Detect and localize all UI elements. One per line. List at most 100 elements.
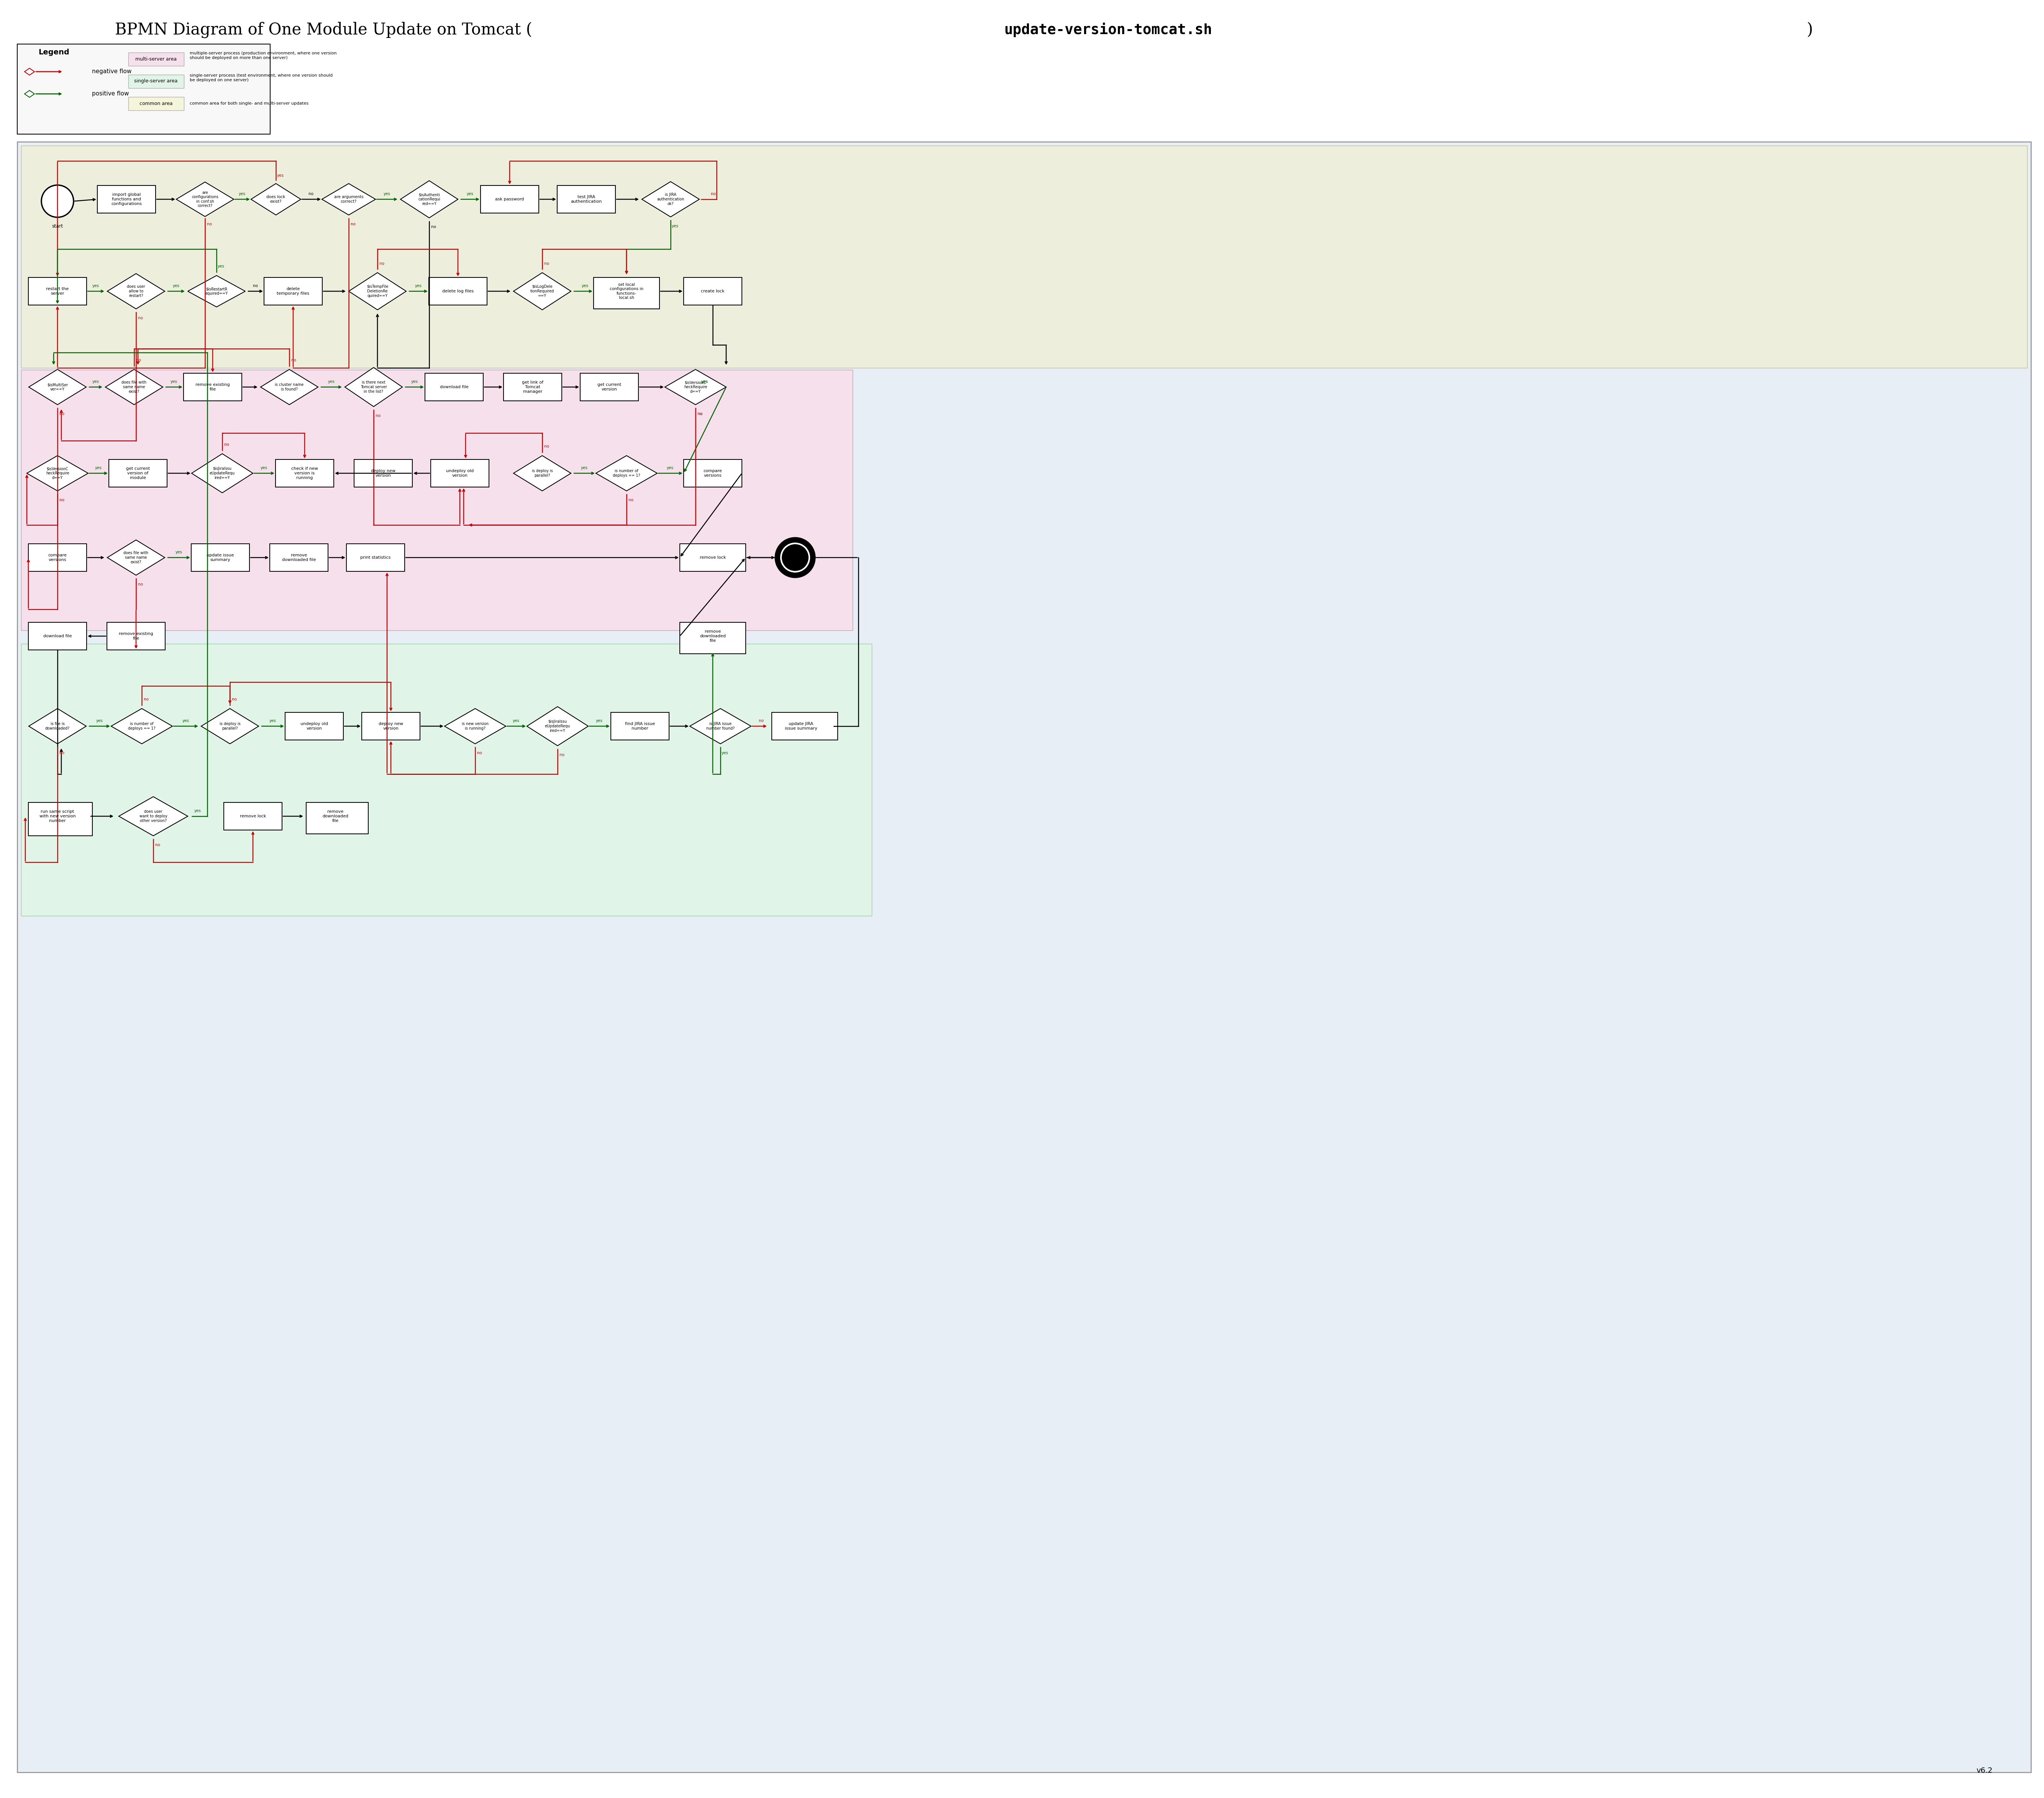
Text: undeploy old
version: undeploy old version xyxy=(300,723,329,730)
Text: no: no xyxy=(380,263,384,266)
Text: find JIRA issue
number: find JIRA issue number xyxy=(625,723,654,730)
Polygon shape xyxy=(200,708,260,744)
Text: does lock
exist?: does lock exist? xyxy=(266,196,286,203)
Text: negative flow: negative flow xyxy=(92,68,131,74)
Circle shape xyxy=(781,543,809,572)
Text: yes: yes xyxy=(96,719,102,723)
Text: is deploy is
parallel?: is deploy is parallel? xyxy=(531,469,552,478)
Text: no: no xyxy=(544,444,550,448)
Polygon shape xyxy=(401,180,458,218)
Text: yes: yes xyxy=(580,466,589,469)
Bar xyxy=(106,622,166,649)
Text: run same script
with new version
number: run same script with new version number xyxy=(39,809,76,823)
Bar xyxy=(580,374,638,401)
Polygon shape xyxy=(260,369,319,405)
Polygon shape xyxy=(350,273,407,309)
Bar xyxy=(681,543,746,572)
Text: no: no xyxy=(143,698,149,701)
Text: compare
versions: compare versions xyxy=(49,554,67,561)
Text: is deploy is
parallel?: is deploy is parallel? xyxy=(219,723,241,730)
Circle shape xyxy=(785,547,805,568)
Text: remove lock: remove lock xyxy=(699,556,726,559)
Text: no: no xyxy=(225,442,229,446)
Text: deploy new
version: deploy new version xyxy=(370,469,394,478)
Text: yes: yes xyxy=(194,809,200,813)
Text: get link of
Tomcat
manager: get link of Tomcat manager xyxy=(521,381,544,394)
Text: $isMultiSer
ver==Y: $isMultiSer ver==Y xyxy=(47,383,67,392)
Text: is JIRA
authentication
ok?: is JIRA authentication ok? xyxy=(656,192,685,205)
Polygon shape xyxy=(597,455,658,491)
Text: remove
downloaded
file: remove downloaded file xyxy=(323,809,347,823)
Bar xyxy=(98,185,155,212)
Polygon shape xyxy=(642,182,699,218)
Text: update-version-tomcat.sh: update-version-tomcat.sh xyxy=(1004,23,1212,38)
Bar xyxy=(773,712,838,741)
Text: $isJiraIssu
eUpdateRequ
ired==Y: $isJiraIssu eUpdateRequ ired==Y xyxy=(546,719,570,732)
Text: ask password: ask password xyxy=(495,198,523,201)
Text: delete log files: delete log files xyxy=(442,289,474,293)
Text: import global
functions and
configurations: import global functions and configuratio… xyxy=(110,192,141,205)
Text: yes: yes xyxy=(722,752,728,755)
Bar xyxy=(29,802,92,836)
Text: single-server process (test environment, where one version should
be deployed on: single-server process (test environment,… xyxy=(190,74,333,83)
Polygon shape xyxy=(513,273,570,309)
Text: deploy new
version: deploy new version xyxy=(378,723,403,730)
Polygon shape xyxy=(27,455,88,491)
Bar xyxy=(20,370,852,631)
Text: yes: yes xyxy=(701,379,707,383)
Text: no: no xyxy=(544,263,550,266)
Text: yes: yes xyxy=(92,284,100,288)
Bar xyxy=(503,374,562,401)
Bar xyxy=(270,543,327,572)
Text: no: no xyxy=(139,316,143,320)
Text: yes: yes xyxy=(513,719,519,723)
Text: positive flow: positive flow xyxy=(92,92,129,97)
Bar xyxy=(345,543,405,572)
Text: $isJiraIssu
eUpdateRequ
ired==Y: $isJiraIssu eUpdateRequ ired==Y xyxy=(211,467,235,480)
Text: print statistics: print statistics xyxy=(360,556,390,559)
Polygon shape xyxy=(345,367,403,406)
Text: $isLogDele
tionRequired
==Y: $isLogDele tionRequired ==Y xyxy=(529,284,554,298)
Text: no: no xyxy=(431,225,435,228)
Text: yes: yes xyxy=(384,192,390,196)
Text: remove
downloaded file: remove downloaded file xyxy=(282,554,317,561)
Text: yes: yes xyxy=(415,284,421,288)
Text: remove existing
file: remove existing file xyxy=(196,383,229,392)
Bar xyxy=(16,45,270,135)
Text: no: no xyxy=(59,752,65,755)
Polygon shape xyxy=(119,797,188,836)
Polygon shape xyxy=(192,453,253,493)
Polygon shape xyxy=(106,369,164,405)
Text: no: no xyxy=(758,719,764,723)
Bar xyxy=(683,460,742,487)
Text: yes: yes xyxy=(217,264,225,268)
Bar xyxy=(611,712,668,741)
Bar xyxy=(192,543,249,572)
Bar xyxy=(29,543,86,572)
Polygon shape xyxy=(188,275,245,307)
Text: does user
want to deploy
other version?: does user want to deploy other version? xyxy=(139,809,168,823)
Polygon shape xyxy=(664,369,726,405)
Bar xyxy=(20,146,2028,369)
Text: multiple-server process (production environment, where one version
should be dep: multiple-server process (production envi… xyxy=(190,52,337,59)
Text: is number of
deploys == 1?: is number of deploys == 1? xyxy=(129,723,155,730)
Polygon shape xyxy=(444,708,505,744)
Text: download file: download file xyxy=(43,635,72,638)
Bar xyxy=(223,802,282,831)
Text: yes: yes xyxy=(174,284,180,288)
Text: no: no xyxy=(630,498,634,502)
Text: does file with
same name
exist?: does file with same name exist? xyxy=(123,381,147,394)
Polygon shape xyxy=(321,183,376,216)
Text: no: no xyxy=(711,192,715,196)
Text: is cluster name
is found?: is cluster name is found? xyxy=(274,383,305,392)
Polygon shape xyxy=(106,273,166,309)
Text: yes: yes xyxy=(260,466,268,469)
Text: yes: yes xyxy=(94,466,102,469)
Polygon shape xyxy=(176,182,233,216)
Text: yes: yes xyxy=(239,192,245,196)
Text: yes: yes xyxy=(597,719,603,723)
Bar xyxy=(20,644,873,915)
Text: $isAuthenti
cationRequi
red==Y: $isAuthenti cationRequi red==Y xyxy=(419,192,439,205)
Bar xyxy=(431,460,489,487)
Text: yes: yes xyxy=(583,284,589,288)
